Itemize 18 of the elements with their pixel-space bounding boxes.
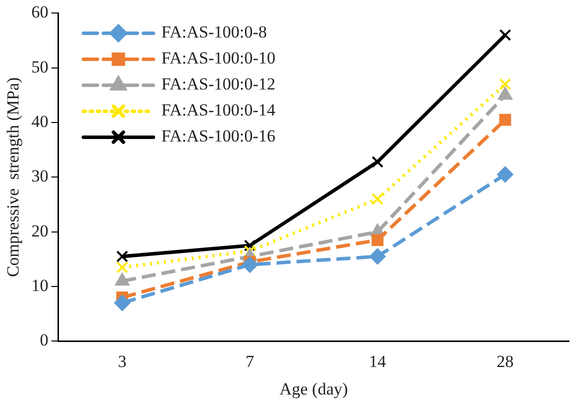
- x-tick-label: 3: [118, 352, 126, 371]
- x-tick-label: 14: [369, 352, 387, 371]
- y-tick-label: 0: [40, 330, 48, 350]
- x-axis-title: Age (day): [279, 379, 348, 398]
- y-axis-title: Compressive strength (MPa): [4, 77, 23, 278]
- legend-label: FA:AS-100:0-12: [161, 74, 276, 94]
- legend-label: FA:AS-100:0-16: [161, 126, 276, 146]
- y-tick-label: 40: [31, 112, 48, 131]
- x-tick-label: 7: [246, 352, 255, 371]
- y-tick-label: 60: [31, 2, 48, 22]
- legend-label: FA:AS-100:0-8: [161, 22, 267, 42]
- legend-label: FA:AS-100:0-14: [161, 100, 276, 120]
- y-tick-label: 10: [31, 276, 48, 295]
- y-tick-label: 20: [31, 221, 48, 240]
- y-tick-label: 50: [31, 57, 48, 76]
- x-tick-label: 28: [496, 352, 514, 371]
- legend-label: FA:AS-100:0-10: [161, 48, 276, 68]
- y-tick-label: 30: [31, 166, 48, 186]
